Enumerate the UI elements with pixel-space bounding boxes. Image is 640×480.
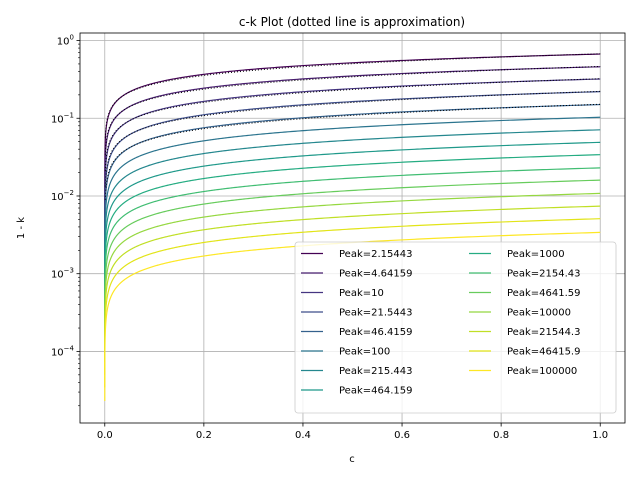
series-line xyxy=(104,53,601,223)
legend-label: Peak=4641.59 xyxy=(507,288,580,299)
approximation-lines xyxy=(104,53,601,200)
x-tick-label: 0.6 xyxy=(394,430,410,441)
series-line xyxy=(104,218,601,388)
legend-box xyxy=(294,241,617,414)
legend-label: Peak=46415.9 xyxy=(507,347,580,358)
legend-label: Peak=100000 xyxy=(507,366,577,377)
legend-label: Peak=46.4159 xyxy=(339,327,412,338)
x-tick-label: 1.0 xyxy=(592,430,608,441)
y-tick-exponent: −4 xyxy=(64,344,75,352)
approximation-line xyxy=(104,90,601,187)
series-line xyxy=(104,129,601,299)
x-tick-label: 0.0 xyxy=(97,430,113,441)
legend-label: Peak=21544.3 xyxy=(507,327,580,338)
series-line xyxy=(104,116,601,286)
plot-frame xyxy=(79,32,626,424)
y-tick-label: 10−2 xyxy=(51,189,74,203)
y-tick-base: 10 xyxy=(51,114,64,125)
approximation-line xyxy=(104,78,601,171)
series-line xyxy=(104,66,601,236)
y-tick-label: 10−3 xyxy=(51,267,74,281)
legend-label: Peak=464.159 xyxy=(339,386,412,397)
y-tick-base: 10 xyxy=(51,192,64,203)
x-tick-label: 0.4 xyxy=(295,430,311,441)
series-line xyxy=(104,103,601,274)
legend-label: Peak=21.5443 xyxy=(339,308,412,319)
x-tick-label: 0.8 xyxy=(493,430,509,441)
y-tick-label: 10−4 xyxy=(51,344,75,358)
y-tick-exponent: −2 xyxy=(64,189,74,197)
legend-label: Peak=10000 xyxy=(507,308,571,319)
legend-label: Peak=2.15443 xyxy=(339,249,412,260)
legend-label: Peak=4.64159 xyxy=(339,269,412,280)
series-line xyxy=(104,91,601,261)
legend-label: Peak=215.443 xyxy=(339,366,412,377)
legend-label: Peak=10 xyxy=(339,288,384,299)
series-lines xyxy=(104,53,601,402)
series-line xyxy=(104,205,601,375)
series-line xyxy=(104,179,601,349)
series-line xyxy=(104,231,601,402)
y-axis-label: 1 - k xyxy=(16,217,27,239)
series-line xyxy=(104,167,601,337)
approximation-line xyxy=(104,65,601,155)
y-tick-exponent: −3 xyxy=(64,267,74,275)
x-tick-label: 0.2 xyxy=(196,430,212,441)
series-line xyxy=(104,78,601,248)
y-tick-label: 100 xyxy=(57,34,74,48)
legend-label: Peak=2154.43 xyxy=(507,269,580,280)
grid xyxy=(80,33,625,423)
approximation-line xyxy=(104,53,601,138)
y-tick-label: 10−1 xyxy=(51,111,74,125)
legend-label: Peak=1000 xyxy=(507,249,565,260)
series-line xyxy=(104,192,601,363)
chart-title: c-k Plot (dotted line is approximation) xyxy=(239,15,465,29)
legend-label: Peak=100 xyxy=(339,347,390,358)
series-line xyxy=(104,141,601,311)
y-tick-base: 10 xyxy=(57,37,70,48)
series-line xyxy=(104,154,601,324)
legend: Peak=2.15443 Peak=4.64159 Peak=10 Peak=21.5… xyxy=(294,241,617,414)
y-tick-exponent: −1 xyxy=(64,111,74,119)
x-axis-label: c xyxy=(349,454,355,465)
y-tick-base: 10 xyxy=(51,270,64,281)
y-tick-base: 10 xyxy=(51,347,64,358)
x-axis-ticks: 0.0 0.2 0.4 0.6 0.8 1.0 xyxy=(97,423,608,441)
y-tick-exponent: 0 xyxy=(70,34,74,42)
